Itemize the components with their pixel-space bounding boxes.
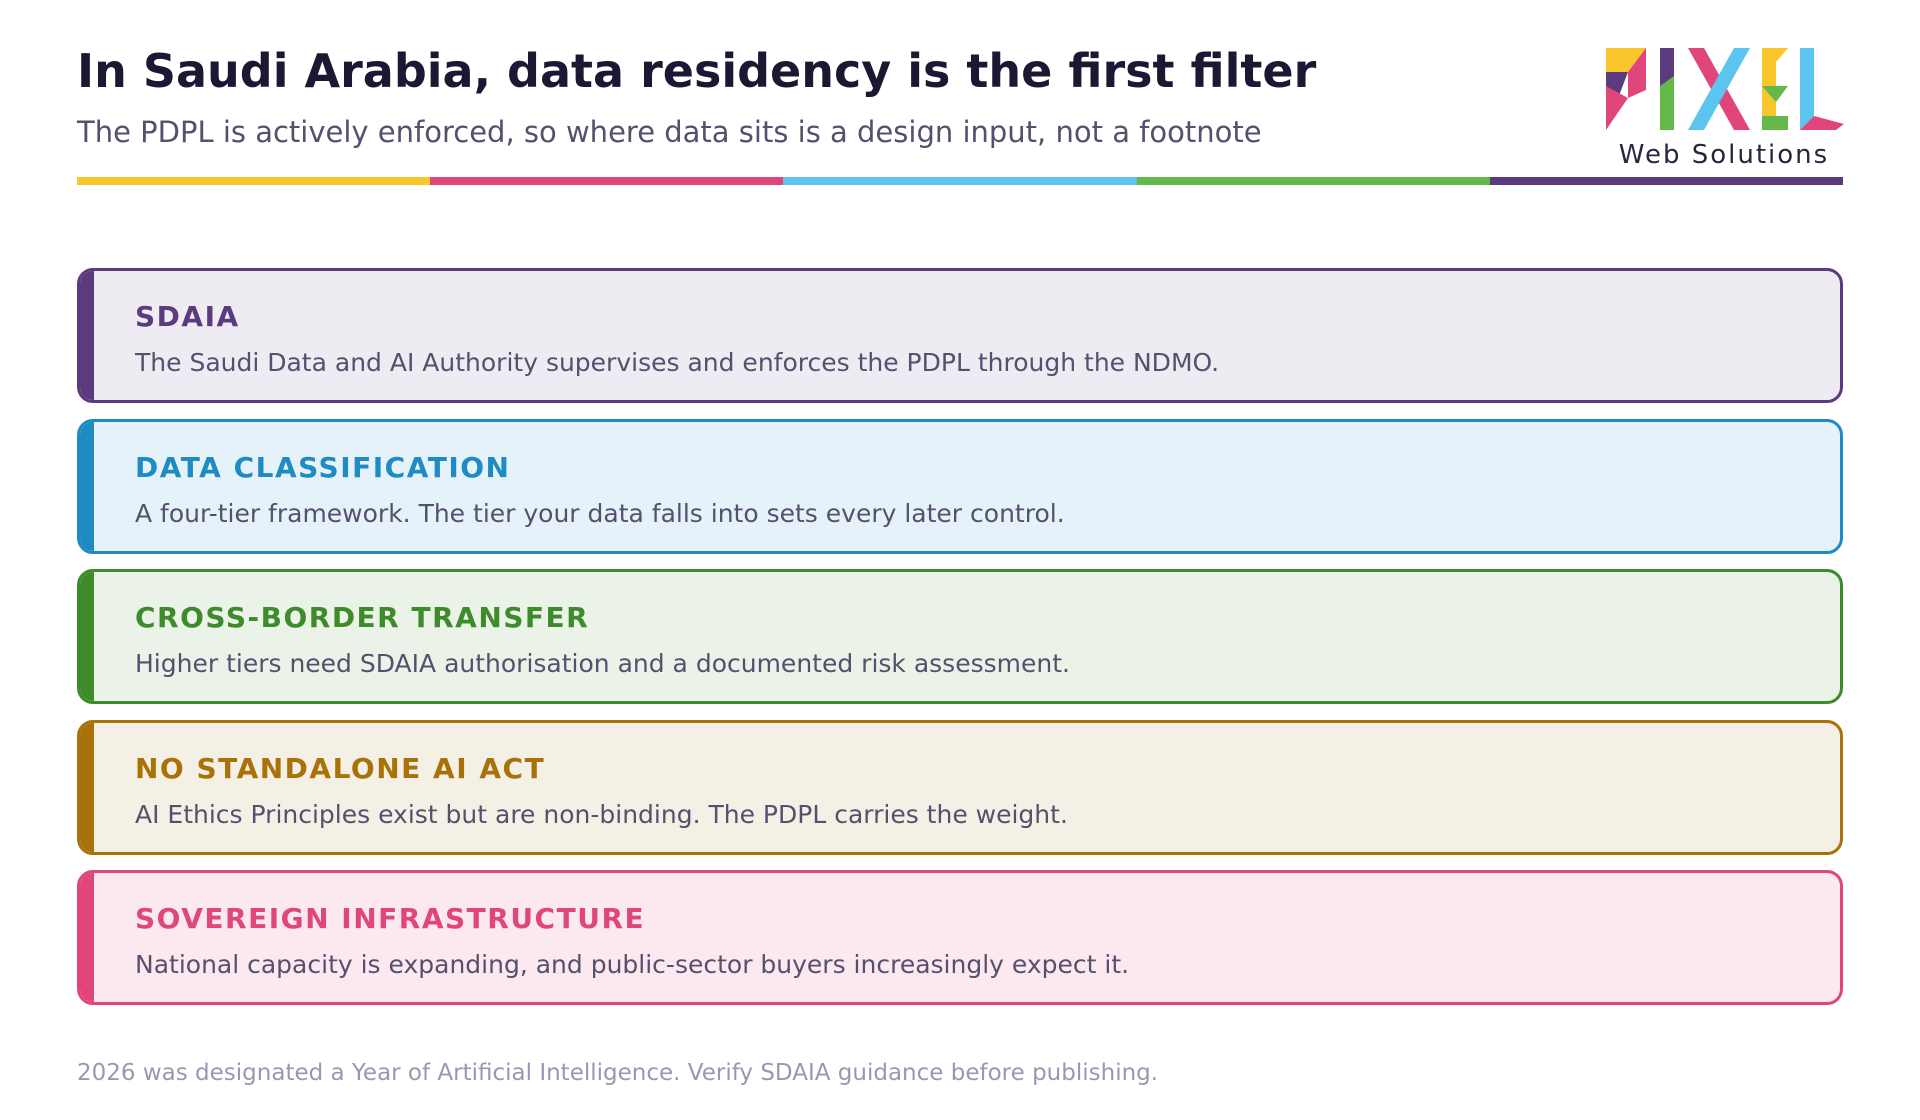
subtitle: The PDPL is actively enforced, so where … [77, 115, 1262, 149]
card-accent [80, 572, 94, 702]
card-heading: SDAIA [135, 300, 240, 333]
card-text: Higher tiers need SDAIA authorisation an… [135, 649, 1070, 679]
card-heading: SOVEREIGN INFRASTRUCTURE [135, 902, 646, 936]
card-accent [80, 421, 94, 551]
card-text: National capacity is expanding, and publ… [135, 950, 1130, 980]
card-accent [80, 873, 94, 1003]
logo-tagline: Web Solutions [1618, 140, 1830, 170]
card-heading: DATA CLASSIFICATION [135, 450, 511, 484]
info-card: NO STANDALONE AI ACT AI Ethics Principles… [77, 719, 1843, 855]
info-card: SOVEREIGN INFRASTRUCTURE National capacit… [77, 870, 1843, 1006]
footer-note: 2026 was designated a Year of Artificial… [77, 1060, 1159, 1086]
color-stripe [77, 177, 1844, 185]
info-card: SDAIA The Saudi Data and AI Authority sup… [77, 268, 1843, 403]
card-text: A four-tier framework. The tier your dat… [135, 498, 1065, 528]
info-card: CROSS-BORDER TRANSFER Higher tiers need S… [77, 569, 1843, 705]
card-heading: NO STANDALONE AI ACT [135, 751, 546, 785]
title: In Saudi Arabia, data residency is the f… [77, 44, 1317, 98]
card-list: SDAIA The Saudi Data and AI Authority sup… [77, 268, 1843, 1021]
card-text: AI Ethics Principles exist but are non-b… [135, 799, 1068, 829]
logo [1606, 48, 1844, 130]
info-card: DATA CLASSIFICATION A four-tier framework… [77, 418, 1843, 554]
card-accent [80, 271, 94, 400]
card-accent [80, 722, 94, 852]
card-text: The Saudi Data and AI Authority supervis… [135, 348, 1220, 377]
card-heading: CROSS-BORDER TRANSFER [135, 601, 590, 635]
